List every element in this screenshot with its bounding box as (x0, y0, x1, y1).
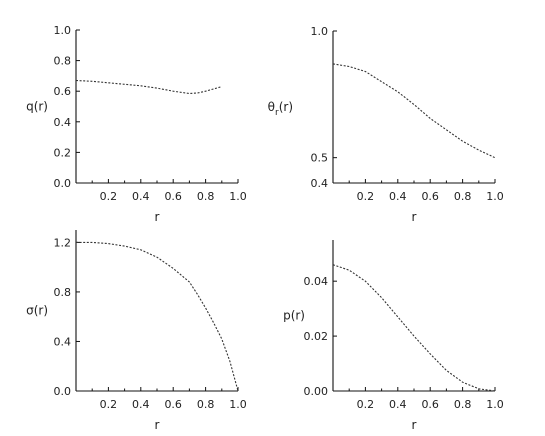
sigma-y-tick-label: 0.4 (54, 335, 72, 348)
sigma-x-tick-label: 0.2 (100, 398, 118, 411)
q-series-line (75, 79, 222, 95)
q-x-tick-label: 0.2 (100, 190, 118, 203)
q-x-tick-label: 0.6 (164, 190, 182, 203)
theta-x-axis-label: r (412, 210, 417, 224)
p-panel: 0.2 0.4 0.6 0.8 1.0 0.00 0.02 0.04 r p(r) (283, 240, 504, 432)
sigma-x-tick-label: 0.4 (132, 398, 150, 411)
sigma-y-tick-label: 1.2 (54, 236, 72, 249)
sigma-x-axis-label: r (155, 418, 160, 432)
p-y-tick-label: 0.00 (304, 385, 329, 398)
q-x-axis-label: r (155, 210, 160, 224)
theta-y-axis-label: θr(r) (268, 100, 293, 118)
theta-y-label-tail: (r) (279, 100, 293, 114)
p-x-tick-label: 0.6 (421, 398, 439, 411)
p-x-tick-label: 0.8 (454, 398, 472, 411)
p-y-tick-label: 0.02 (304, 330, 329, 343)
theta-x-tick-label: 0.8 (454, 190, 472, 203)
q-y-tick-label: 0.8 (54, 55, 72, 68)
q-y-tick-label: 0.0 (54, 177, 72, 190)
theta-y-tick-label: 0.4 (311, 177, 329, 190)
theta-x-tick-label: 0.2 (357, 190, 375, 203)
q-y-tick-label: 0.2 (54, 146, 72, 159)
p-y-axis-label: p(r) (283, 309, 305, 323)
theta-x-tick-label: 0.6 (421, 190, 439, 203)
theta-series-line (332, 63, 496, 159)
p-x-tick-label: 0.4 (389, 398, 407, 411)
sigma-x-tick-label: 0.8 (197, 398, 215, 411)
sigma-x-tick-label: 1.0 (229, 398, 247, 411)
theta-x-tick-label: 1.0 (486, 190, 504, 203)
p-x-axis-label: r (412, 418, 417, 432)
q-x-tick-label: 0.4 (132, 190, 150, 203)
sigma-y-axis-label: σ(r) (26, 304, 48, 318)
q-y-tick-label: 0.6 (54, 85, 72, 98)
q-y-axis-label: q(r) (26, 100, 48, 114)
p-x-tick-label: 1.0 (486, 398, 504, 411)
p-x-tick-label: 0.2 (357, 398, 375, 411)
q-x-tick-label: 0.8 (197, 190, 215, 203)
sigma-panel: 0.2 0.4 0.6 0.8 1.0 0.0 0.4 0.8 1.2 r σ(r) (26, 230, 247, 432)
q-x-tick-label: 1.0 (229, 190, 247, 203)
q-y-tick-label: 1.0 (54, 24, 72, 37)
q-panel: 0.2 0.4 0.6 0.8 1.0 0.0 0.2 0.4 0.6 0.8 1.0 r q(r) (26, 24, 247, 224)
p-y-tick-label: 0.04 (304, 275, 329, 288)
theta-x-tick-label: 0.4 (389, 190, 407, 203)
theta-y-tick-label: 1.0 (311, 25, 329, 38)
sigma-x-tick-label: 0.6 (164, 398, 182, 411)
theta-y-label-main: θ (268, 100, 275, 114)
sigma-y-tick-label: 0.8 (54, 286, 72, 299)
p-series-line (332, 264, 496, 392)
theta-y-tick-label: 0.5 (311, 152, 329, 165)
q-y-tick-label: 0.4 (54, 116, 72, 129)
sigma-y-tick-label: 0.0 (54, 385, 72, 398)
sigma-series-line (76, 241, 239, 392)
theta-y-label-sub: r (275, 108, 279, 118)
